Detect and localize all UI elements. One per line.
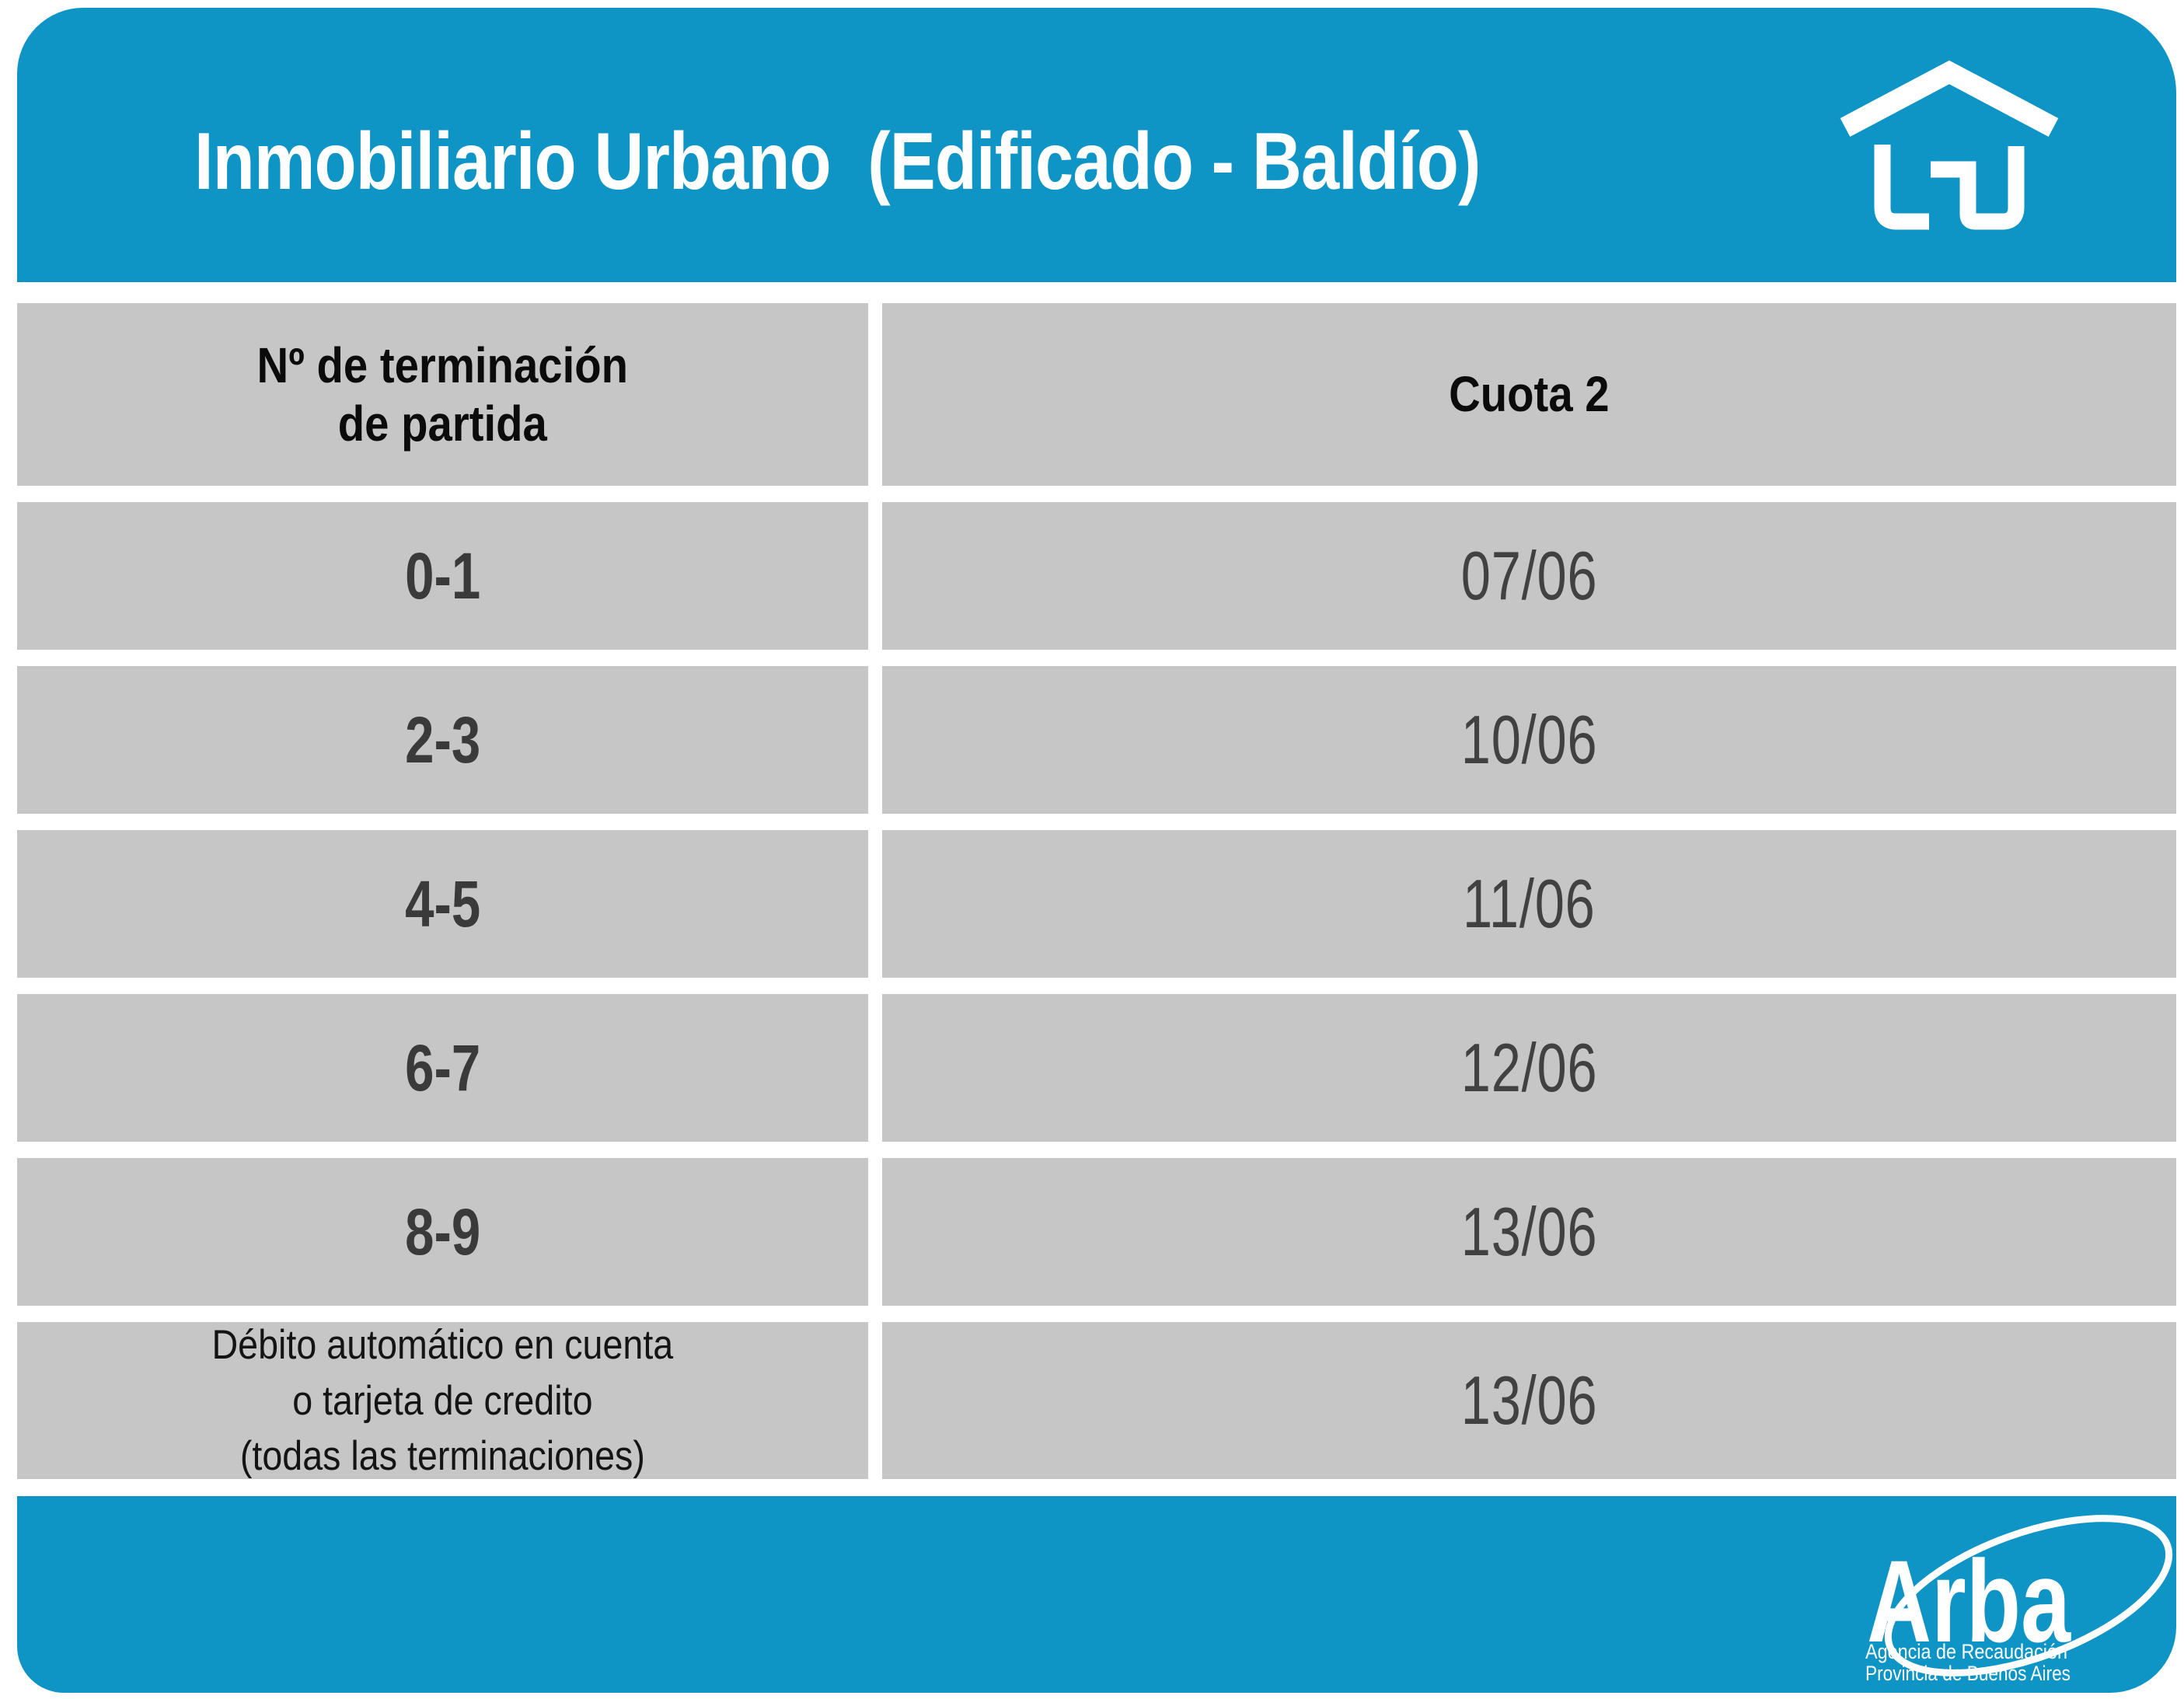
- due-date-cell: 12/06: [882, 994, 2176, 1142]
- table-row: 2-3 10/06: [17, 666, 2176, 814]
- col2-header-label: Cuota 2: [1449, 366, 1610, 423]
- table-row: 8-9 13/06: [17, 1158, 2176, 1306]
- logo-wordmark: Arba: [1867, 1536, 2071, 1666]
- due-date-cell: 13/06: [882, 1322, 2176, 1479]
- termination-cell: 0-1: [17, 502, 868, 650]
- header-band: Inmobiliario Urbano (Edificado - Baldío): [17, 8, 2176, 282]
- due-date-value: 13/06: [1460, 1362, 1598, 1439]
- logo-subtitle-line2: Provincia de Buenos Aires: [1865, 1662, 2071, 1685]
- table-header-row: Nº de terminación de partida Cuota 2: [17, 303, 2176, 486]
- table-row: 0-1 07/06: [17, 502, 2176, 650]
- termination-cell: 8-9: [17, 1158, 868, 1306]
- termination-cell: Débito automático en cuenta o tarjeta de…: [17, 1322, 868, 1479]
- page-title: Inmobiliario Urbano (Edificado - Baldío): [194, 117, 1481, 207]
- table-row: 4-5 11/06: [17, 830, 2176, 978]
- termination-value: 2-3: [404, 703, 481, 776]
- col2-header-cell: Cuota 2: [882, 303, 2176, 486]
- logo-subtitle-line1: Agencia de Recaudación: [1865, 1640, 2067, 1663]
- logo-swoosh-ellipse-icon: [1884, 1515, 2173, 1676]
- arba-logo: Arba Agencia de Recaudación Provincia de…: [1811, 1496, 2176, 1693]
- payment-schedule-table: Nº de terminación de partida Cuota 2 0-1…: [17, 303, 2176, 1496]
- house-icon: [1834, 30, 2067, 239]
- due-date-value: 11/06: [1463, 865, 1596, 942]
- debito-automatico-label: Débito automático en cuenta o tarjeta de…: [211, 1322, 674, 1479]
- due-date-cell: 10/06: [882, 666, 2176, 814]
- footer-band: Arba Agencia de Recaudación Provincia de…: [17, 1496, 2176, 1693]
- termination-value: 6-7: [404, 1031, 481, 1104]
- col1-header-label: Nº de terminación de partida: [256, 337, 629, 452]
- due-date-cell: 13/06: [882, 1158, 2176, 1306]
- termination-cell: 6-7: [17, 994, 868, 1142]
- table-row-debito-automatico: Débito automático en cuenta o tarjeta de…: [17, 1322, 2176, 1479]
- termination-cell: 4-5: [17, 830, 868, 978]
- termination-value: 0-1: [404, 539, 481, 612]
- col1-header-cell: Nº de terminación de partida: [17, 303, 868, 486]
- termination-value: 8-9: [404, 1195, 481, 1268]
- termination-value: 4-5: [404, 867, 481, 940]
- termination-cell: 2-3: [17, 666, 868, 814]
- due-date-cell: 07/06: [882, 502, 2176, 650]
- due-date-value: 13/06: [1460, 1193, 1598, 1270]
- table-row: 6-7 12/06: [17, 994, 2176, 1142]
- due-date-cell: 11/06: [882, 830, 2176, 978]
- due-date-value: 10/06: [1460, 701, 1598, 778]
- due-date-value: 12/06: [1460, 1029, 1598, 1106]
- due-date-value: 07/06: [1460, 537, 1598, 614]
